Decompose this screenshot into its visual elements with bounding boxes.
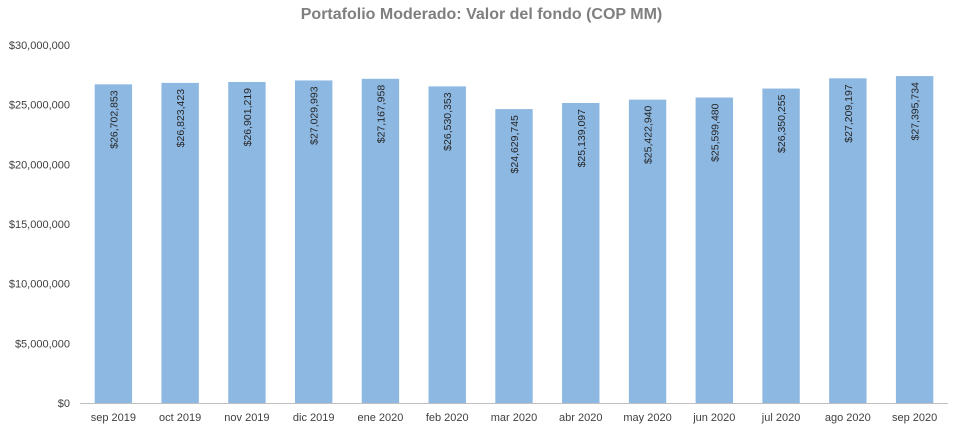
bar	[361, 78, 400, 403]
bar	[695, 97, 734, 403]
y-tick-label: $15,000,000	[9, 219, 70, 231]
y-tick-label: $5,000,000	[15, 338, 70, 350]
x-tick-label: ene 2020	[358, 412, 404, 424]
data-label: $25,139,097	[576, 109, 588, 168]
y-tick-label: $10,000,000	[9, 279, 70, 291]
bar	[228, 81, 266, 403]
data-label: $25,599,480	[709, 103, 721, 162]
x-tick-label: mar 2020	[491, 412, 537, 424]
x-tick-label: abr 2020	[559, 412, 602, 424]
data-label: $27,395,734	[910, 82, 922, 141]
y-tick-label: $25,000,000	[9, 100, 70, 112]
x-tick-label: feb 2020	[426, 412, 469, 424]
data-label: $26,823,423	[175, 89, 187, 148]
bar	[161, 82, 199, 403]
bar	[829, 78, 867, 403]
data-label: $26,901,219	[242, 88, 254, 147]
chart-title: Portafolio Moderado: Valor del fondo (CO…	[300, 6, 663, 23]
bar	[762, 88, 800, 404]
x-tick-label: sep 2019	[91, 412, 136, 424]
x-tick-label: nov 2019	[224, 412, 269, 424]
x-tick-label: may 2020	[623, 412, 671, 424]
x-tick-label: sep 2020	[892, 412, 937, 424]
bar	[94, 84, 133, 404]
bar	[495, 109, 533, 403]
y-tick-label: $30,000,000	[9, 40, 70, 52]
x-tick-label: ago 2020	[825, 412, 871, 424]
bar	[562, 103, 600, 403]
y-tick-label: $0	[58, 398, 70, 410]
data-label: $27,167,958	[375, 85, 387, 144]
bar	[428, 86, 466, 404]
data-label: $27,029,993	[309, 86, 321, 145]
data-label: $26,702,853	[108, 90, 120, 149]
data-label: $27,209,197	[843, 84, 855, 143]
y-tick-label: $20,000,000	[9, 159, 70, 171]
data-label: $25,422,940	[643, 105, 655, 164]
x-tick-label: jul 2020	[761, 412, 801, 424]
data-label: $26,530,353	[442, 92, 454, 151]
bar	[895, 76, 934, 403]
data-label: $24,629,745	[509, 115, 521, 174]
bar	[294, 80, 333, 404]
x-tick-label: dic 2019	[293, 412, 335, 424]
x-tick-label: oct 2019	[159, 412, 201, 424]
x-tick-label: jun 2020	[692, 412, 735, 424]
data-label: $26,350,255	[776, 94, 788, 153]
bar	[628, 99, 667, 404]
